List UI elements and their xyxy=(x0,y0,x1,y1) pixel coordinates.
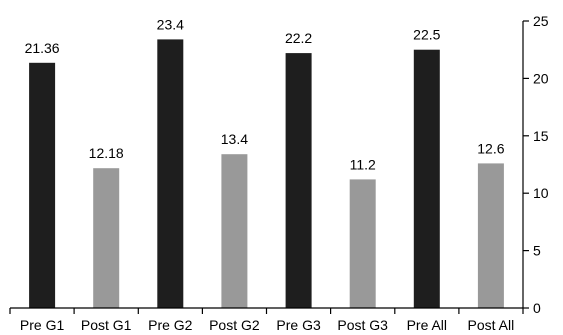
bars-group xyxy=(29,39,504,309)
bar-post-g2 xyxy=(221,154,248,308)
data-label-post-g2: 13.4 xyxy=(221,131,248,147)
category-label-pre-g1: Pre G1 xyxy=(20,317,65,333)
bar-post-g3 xyxy=(349,179,376,308)
category-label-post-g2: Post G2 xyxy=(209,317,260,333)
bar-pre-g3 xyxy=(285,53,312,308)
data-label-pre-g3: 22.2 xyxy=(285,30,312,46)
category-label-pre-all: Pre All xyxy=(407,317,447,333)
y-tick-label-10: 10 xyxy=(533,185,549,201)
category-labels-group: Pre G1 Post G1 Pre G2 Post G2 Pre G3 Post G3 P… xyxy=(20,317,514,333)
bar-pre-g1 xyxy=(29,62,56,308)
y-tick-label-5: 5 xyxy=(533,243,541,259)
data-label-pre-all: 22.5 xyxy=(413,27,440,43)
bar-post-g1 xyxy=(93,168,120,308)
bar-post-all xyxy=(477,163,504,308)
data-label-post-g3: 11.2 xyxy=(350,156,376,172)
y-tick-label-15: 15 xyxy=(533,128,549,144)
data-label-pre-g1: 21.36 xyxy=(25,40,60,56)
y-ticks-group: 0 5 10 15 20 25 xyxy=(523,13,549,316)
category-label-pre-g2: Pre G2 xyxy=(148,317,193,333)
data-labels-group: 21.36 12.18 23.4 13.4 22.2 11.2 22.5 12.6 xyxy=(25,16,505,172)
y-tick-label-0: 0 xyxy=(533,300,541,316)
category-label-post-all: Post All xyxy=(468,317,515,333)
x-ticks-group xyxy=(9,308,524,314)
data-label-post-all: 12.6 xyxy=(477,140,504,156)
data-label-post-g1: 12.18 xyxy=(89,145,124,161)
bar-pre-g2 xyxy=(157,39,184,309)
y-tick-label-20: 20 xyxy=(533,70,549,86)
category-label-post-g1: Post G1 xyxy=(81,317,132,333)
category-label-pre-g3: Pre G3 xyxy=(276,317,321,333)
data-label-pre-g2: 23.4 xyxy=(157,16,184,32)
y-tick-label-25: 25 xyxy=(533,13,549,29)
category-label-post-g3: Post G3 xyxy=(337,317,388,333)
bar-pre-all xyxy=(413,49,440,308)
